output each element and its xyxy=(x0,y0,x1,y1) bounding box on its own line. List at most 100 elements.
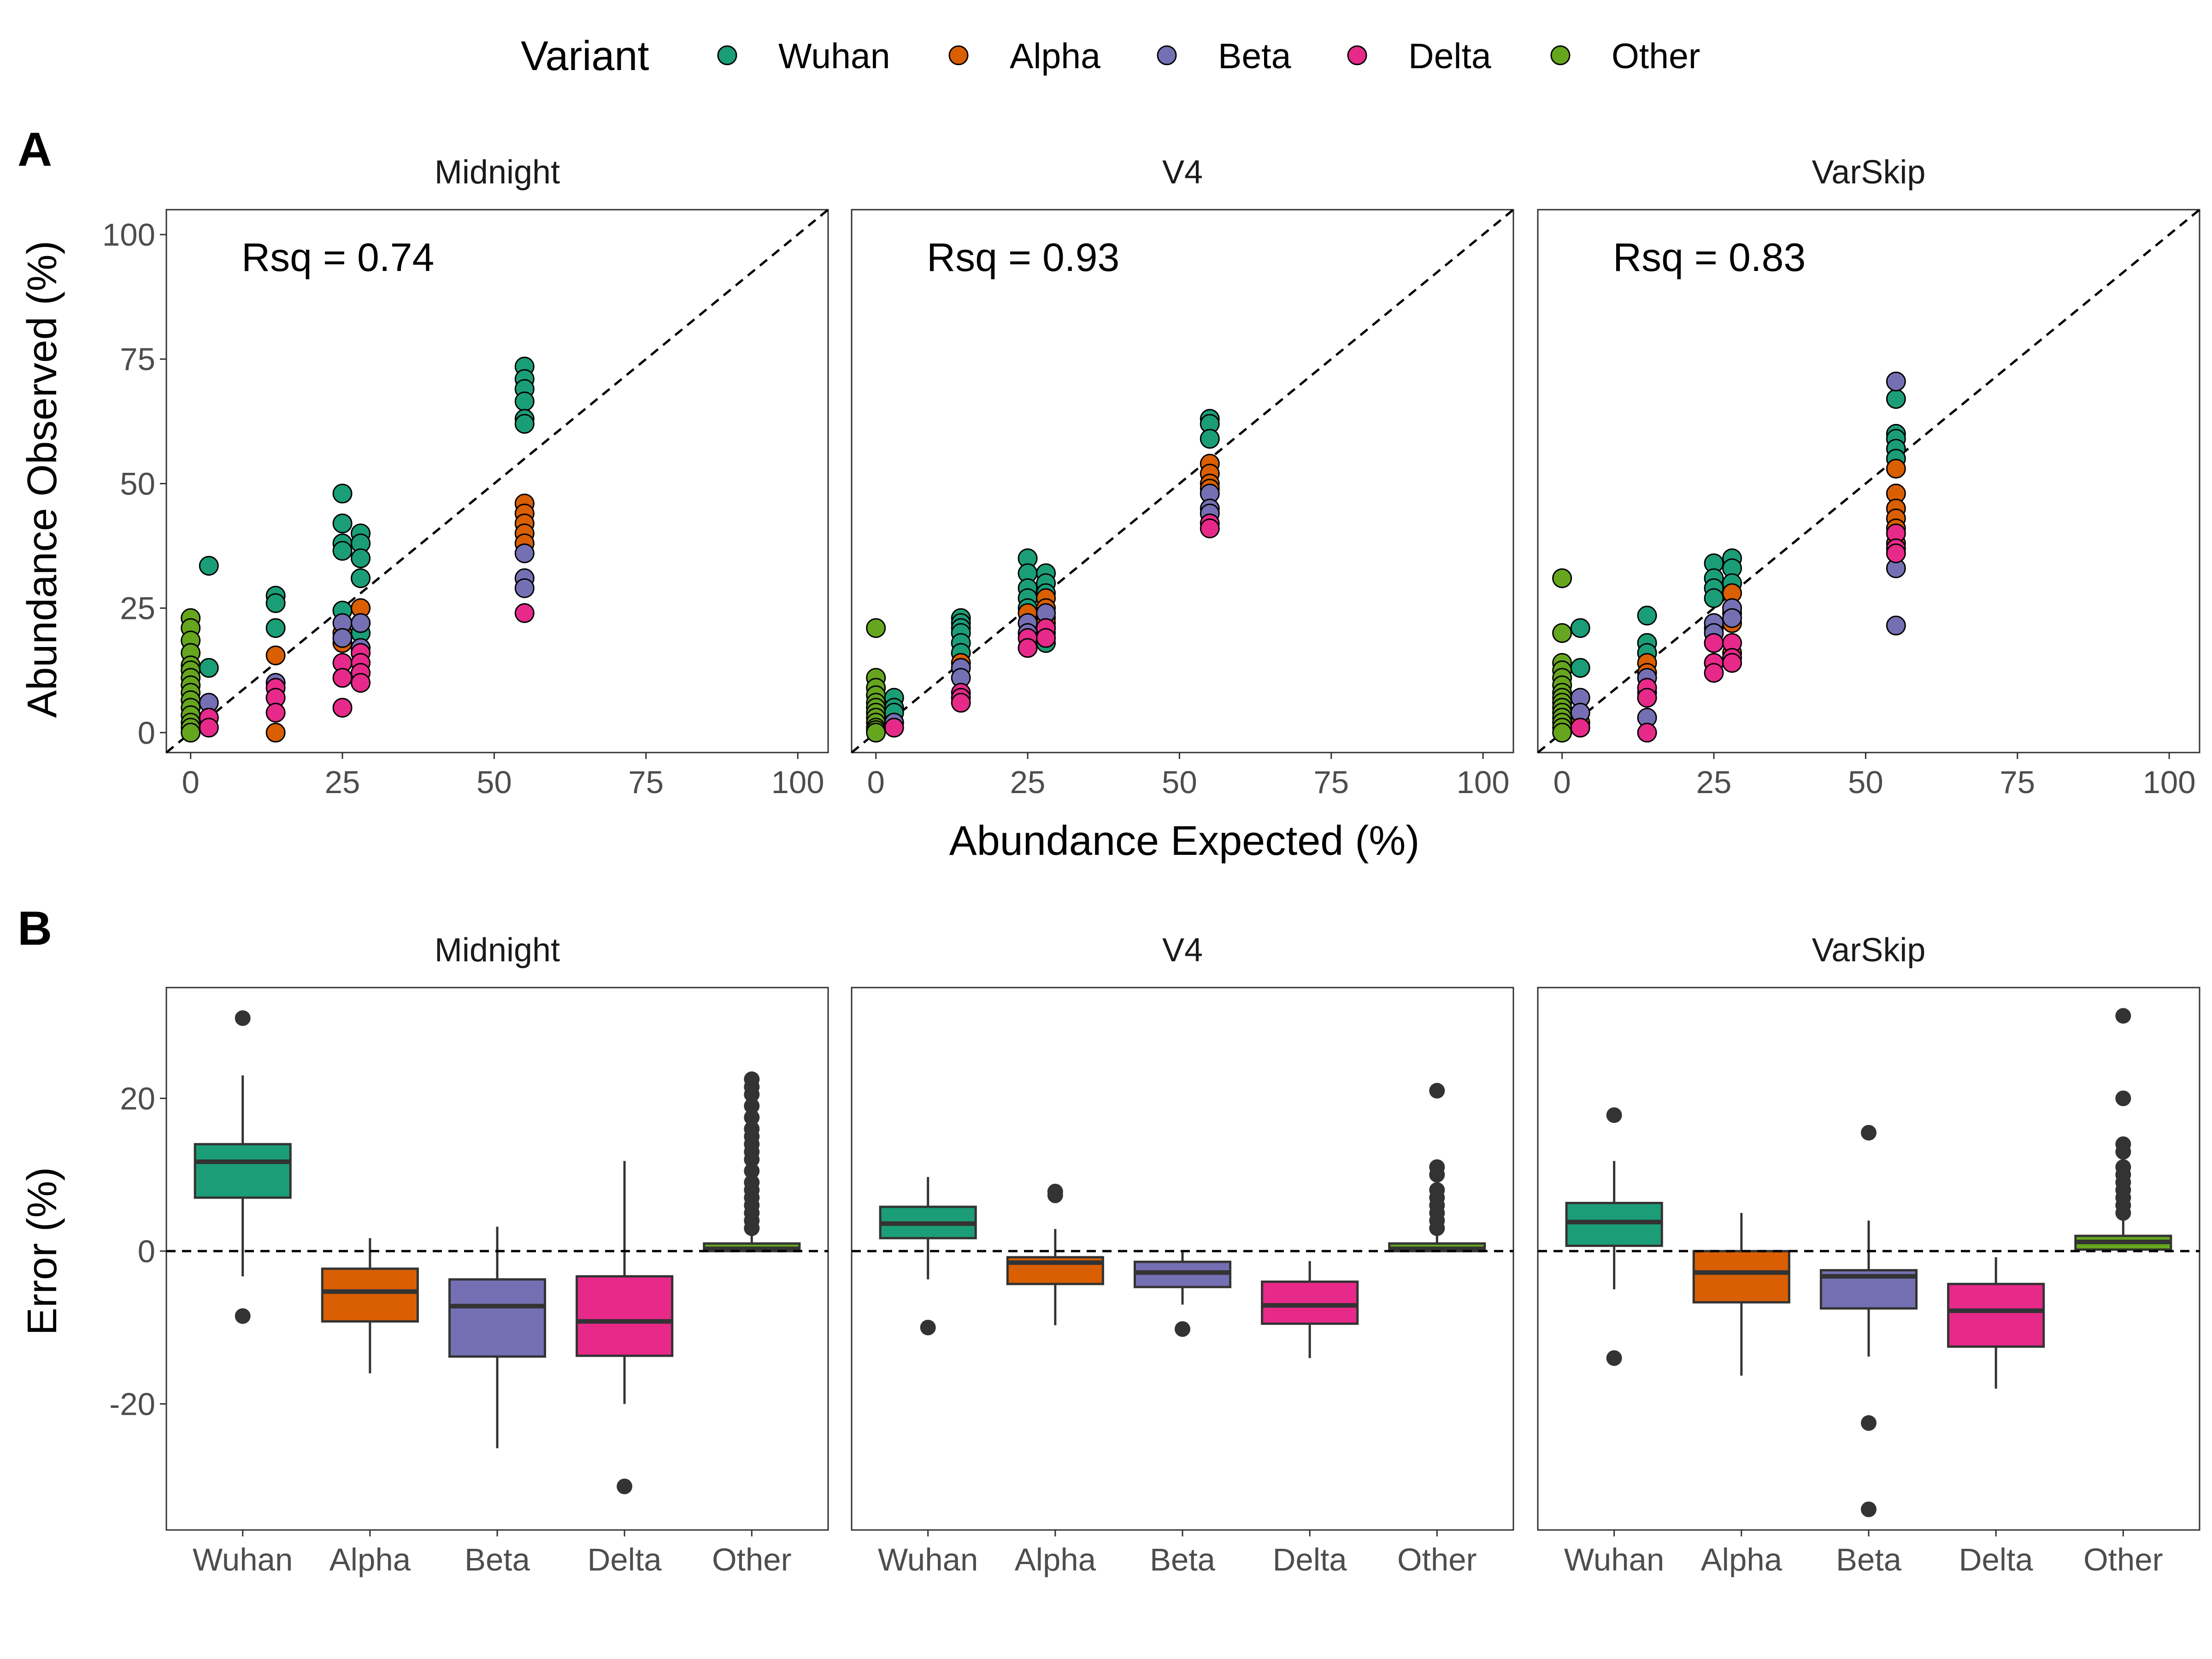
x-tick-label: 75 xyxy=(628,765,664,800)
category-label-delta: Delta xyxy=(588,1542,662,1577)
outlier-point xyxy=(744,1220,760,1236)
point-delta xyxy=(1637,723,1657,743)
outlier-point xyxy=(1861,1415,1877,1431)
x-tick-label: 100 xyxy=(1457,765,1510,800)
box-other xyxy=(1388,1082,1486,1253)
point-wuhan xyxy=(199,556,219,576)
point-beta xyxy=(332,628,353,648)
x-tick-label: 100 xyxy=(771,765,824,800)
scatter-facet-label-v4: V4 xyxy=(1162,154,1203,191)
box-delta xyxy=(576,1161,674,1494)
box-beta xyxy=(448,1226,547,1448)
box-body xyxy=(1261,1280,1359,1325)
point-beta xyxy=(351,613,371,633)
y-tick-label: 20 xyxy=(120,1081,155,1116)
box-y-axis-title: Error (%) xyxy=(19,1167,65,1335)
box-body xyxy=(1947,1282,2045,1348)
outlier-point xyxy=(744,1109,760,1125)
category-label-beta: Beta xyxy=(465,1542,530,1577)
outlier-point xyxy=(744,1087,760,1103)
category-label-alpha: Alpha xyxy=(1701,1542,1783,1577)
point-beta xyxy=(1886,615,1906,635)
point-delta xyxy=(1704,663,1724,683)
panel-a-tag: A xyxy=(18,123,52,176)
box-facet-label-midnight: Midnight xyxy=(435,932,560,969)
x-tick-label: 50 xyxy=(477,765,512,800)
outlier-point xyxy=(1429,1082,1445,1099)
x-tick-label: 0 xyxy=(182,765,200,800)
legend-key-wuhan xyxy=(717,45,737,65)
rsq-annotation-v4: Rsq = 0.93 xyxy=(927,235,1119,280)
outlier-point xyxy=(1606,1107,1622,1123)
y-tick-label: -20 xyxy=(109,1386,155,1422)
point-other xyxy=(866,618,886,638)
category-label-wuhan: Wuhan xyxy=(878,1542,978,1577)
box-body xyxy=(194,1143,292,1199)
point-wuhan xyxy=(514,414,535,434)
point-wuhan xyxy=(332,541,353,561)
box-other xyxy=(703,1071,801,1253)
point-wuhan xyxy=(1886,389,1906,409)
point-wuhan xyxy=(351,568,371,588)
point-delta xyxy=(1722,653,1742,673)
point-delta xyxy=(951,693,971,713)
point-wuhan xyxy=(1704,588,1724,608)
x-tick-label: 0 xyxy=(867,765,885,800)
legend-key-alpha xyxy=(948,45,969,65)
box-beta xyxy=(1133,1251,1232,1337)
box-panel-v4: V4 Wuhan Alpha Beta Delta Other xyxy=(851,932,1514,1577)
outlier-point xyxy=(1861,1501,1877,1518)
outlier-point xyxy=(1606,1350,1622,1366)
outlier-point xyxy=(920,1319,936,1335)
legend-key-beta xyxy=(1157,45,1177,65)
point-other xyxy=(1552,568,1572,588)
legend-label-other: Other xyxy=(1612,36,1700,76)
scatter-y-axis-title: Abundance Observed (%) xyxy=(19,241,65,718)
box-body xyxy=(448,1278,547,1358)
x-tick-label: 75 xyxy=(1313,765,1349,800)
y-tick-label: 25 xyxy=(120,591,155,626)
point-delta xyxy=(351,673,371,693)
point-wuhan xyxy=(1637,606,1657,626)
point-delta xyxy=(332,698,353,718)
box-body xyxy=(576,1275,674,1357)
outlier-point xyxy=(1861,1124,1877,1141)
y-tick-label: 0 xyxy=(138,715,155,751)
box-delta xyxy=(1947,1257,2045,1389)
outlier-point xyxy=(744,1151,760,1167)
outlier-point xyxy=(744,1098,760,1114)
point-delta xyxy=(884,718,904,738)
point-wuhan xyxy=(265,593,286,613)
box-body xyxy=(321,1267,419,1323)
category-label-wuhan: Wuhan xyxy=(1564,1542,1664,1577)
rsq-annotation-midnight: Rsq = 0.74 xyxy=(241,235,434,280)
outlier-point xyxy=(2115,1090,2131,1106)
scatter-panel-midnight: Midnight Rsq = 0.74 0 25 50 75 100 0 25 50 75 100 xyxy=(102,154,829,800)
outlier-point xyxy=(2115,1144,2131,1160)
point-wuhan xyxy=(199,658,219,678)
point-delta xyxy=(1637,688,1657,708)
point-beta xyxy=(1886,371,1906,392)
point-delta xyxy=(1200,518,1220,539)
point-delta xyxy=(1036,628,1056,648)
outlier-point xyxy=(1429,1220,1445,1236)
scatter-facet-label-midnight: Midnight xyxy=(435,154,560,191)
outlier-point xyxy=(1047,1187,1063,1203)
point-wuhan xyxy=(351,548,371,569)
legend-title: Variant xyxy=(521,33,649,79)
outlier-point xyxy=(235,1308,251,1324)
x-tick-label: 75 xyxy=(2000,765,2035,800)
point-other xyxy=(866,723,886,743)
category-label-beta: Beta xyxy=(1836,1542,1902,1577)
outlier-point xyxy=(2115,1008,2131,1024)
point-delta xyxy=(1018,638,1038,658)
outlier-point xyxy=(235,1010,251,1026)
point-other xyxy=(181,723,201,743)
legend-key-delta xyxy=(1347,45,1367,65)
point-delta xyxy=(332,668,353,688)
point-delta xyxy=(1570,718,1590,738)
category-label-alpha: Alpha xyxy=(329,1542,411,1577)
rsq-annotation-varskip: Rsq = 0.83 xyxy=(1613,235,1806,280)
